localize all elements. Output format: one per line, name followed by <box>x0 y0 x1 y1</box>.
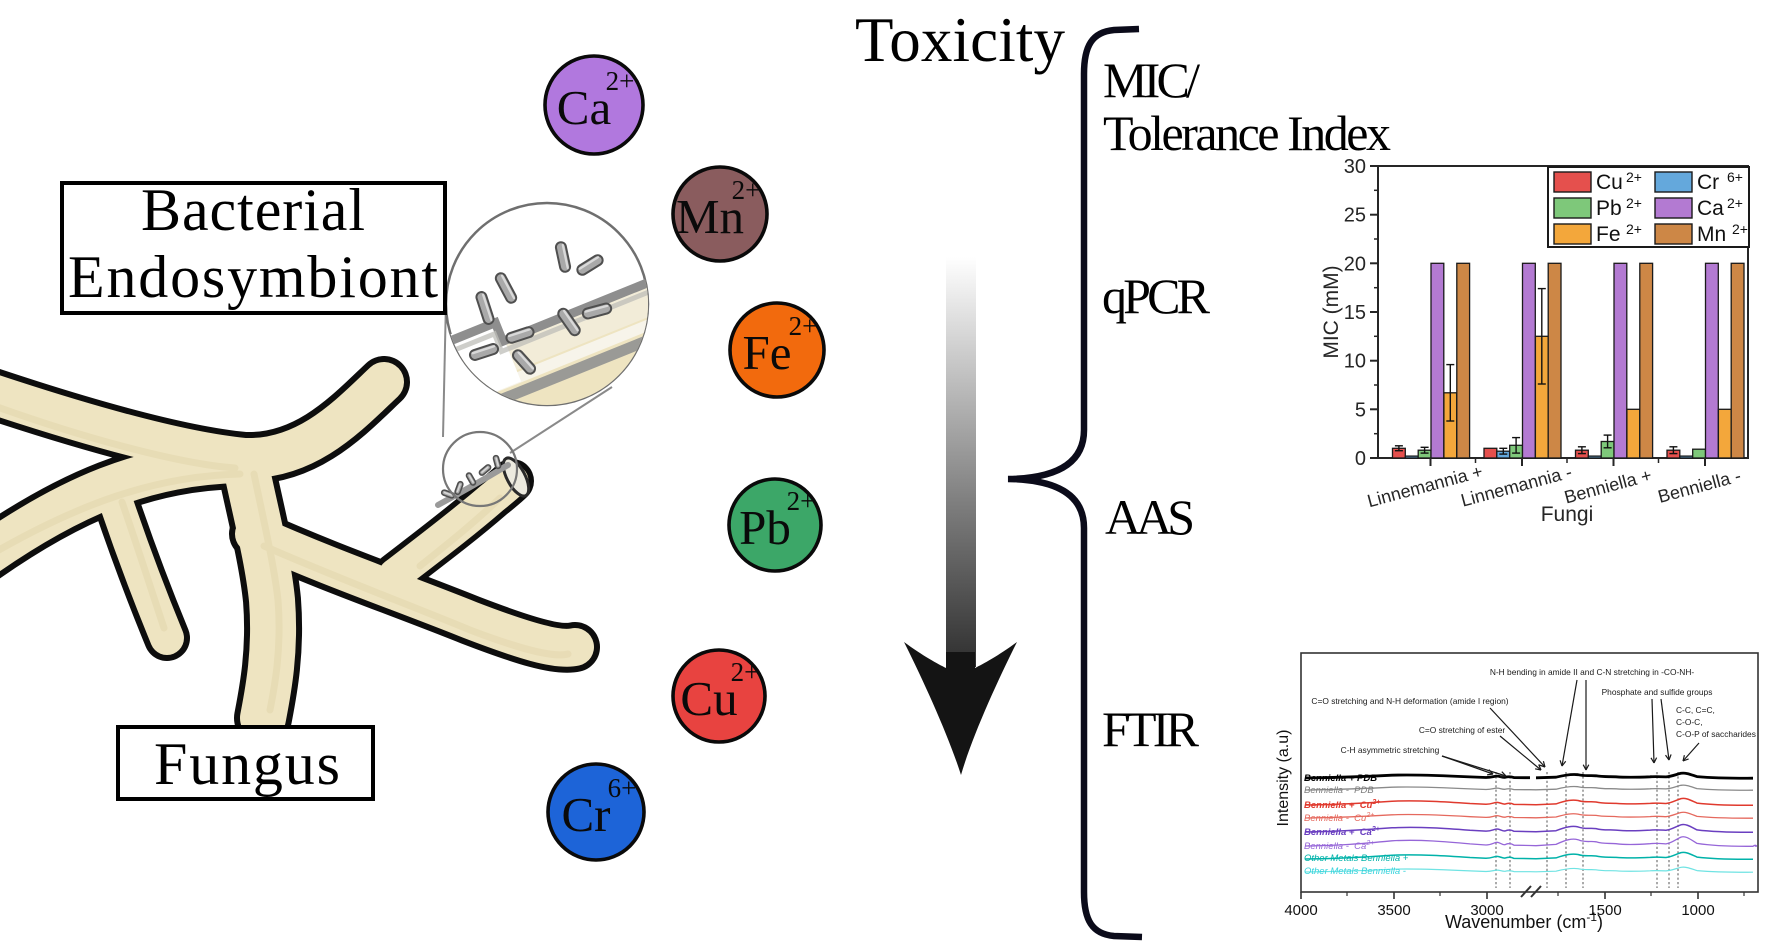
svg-text:C-C, C=C,: C-C, C=C, <box>1676 705 1715 715</box>
svg-text:Wavenumber (cm-1): Wavenumber (cm-1) <box>1445 910 1603 932</box>
svg-text:N-H bending in amide II and C-: N-H bending in amide II and C-N stretchi… <box>1490 667 1695 677</box>
svg-text:Fungus: Fungus <box>154 731 340 797</box>
svg-text:Ca: Ca <box>1697 197 1724 220</box>
svg-text:Ca: Ca <box>557 80 612 135</box>
svg-text:qPCR: qPCR <box>1102 268 1211 324</box>
svg-text:30: 30 <box>1344 156 1366 178</box>
svg-text:MIC/: MIC/ <box>1103 52 1200 108</box>
svg-text:Tolerance Index: Tolerance Index <box>1103 105 1391 161</box>
svg-text:Fe: Fe <box>1596 223 1621 246</box>
svg-text:Cu: Cu <box>1596 171 1623 194</box>
svg-text:Intensity (a.u): Intensity (a.u) <box>1275 730 1292 827</box>
svg-text:C-H asymmetric stretching: C-H asymmetric stretching <box>1341 745 1440 755</box>
svg-text:Benniella +: Benniella + <box>1562 465 1654 508</box>
svg-text:FTIR: FTIR <box>1102 701 1200 757</box>
svg-text:2+: 2+ <box>789 311 818 341</box>
svg-text:Cu: Cu <box>680 671 737 726</box>
svg-text:2+: 2+ <box>1727 195 1743 211</box>
svg-text:0: 0 <box>1355 448 1366 470</box>
svg-text:20: 20 <box>1344 253 1366 275</box>
svg-text:6+: 6+ <box>1727 169 1743 185</box>
svg-text:Benniella - Cu2+: Benniella - Cu2+ <box>1304 812 1374 824</box>
svg-text:4000: 4000 <box>1284 902 1317 919</box>
svg-text:Benniella + Cu2+: Benniella + Cu2+ <box>1304 799 1380 811</box>
svg-text:MIC (mM): MIC (mM) <box>1320 265 1343 358</box>
svg-text:25: 25 <box>1344 205 1366 227</box>
svg-text:Other Metals Benniella -: Other Metals Benniella - <box>1304 866 1406 877</box>
svg-text:Bacterial: Bacterial <box>141 177 365 243</box>
svg-text:Cr: Cr <box>1697 171 1719 194</box>
svg-text:2+: 2+ <box>1626 221 1642 237</box>
svg-text:Pb: Pb <box>1596 197 1622 220</box>
svg-text:Toxicity: Toxicity <box>855 5 1066 75</box>
svg-text:Pb: Pb <box>739 500 791 555</box>
svg-text:2+: 2+ <box>731 657 760 687</box>
svg-text:Fungi: Fungi <box>1541 503 1594 526</box>
svg-text:6+: 6+ <box>608 773 637 803</box>
svg-text:C-O-C,: C-O-C, <box>1676 717 1703 727</box>
svg-text:C=O stretching of ester: C=O stretching of ester <box>1419 725 1506 735</box>
svg-text:2+: 2+ <box>606 66 635 96</box>
svg-text:Mn: Mn <box>676 189 744 244</box>
svg-text:5: 5 <box>1355 399 1366 421</box>
svg-text:C-O-P of saccharides: C-O-P of saccharides <box>1676 729 1756 739</box>
svg-text:Benniella -: Benniella - <box>1656 466 1743 507</box>
svg-text:Cr: Cr <box>562 787 611 842</box>
svg-text:2+: 2+ <box>732 175 761 205</box>
svg-text:Benniella + PDB: Benniella + PDB <box>1304 773 1377 784</box>
svg-text:1000: 1000 <box>1681 902 1714 919</box>
svg-text:Benniella - Ca2+: Benniella - Ca2+ <box>1304 840 1374 852</box>
svg-text:Other Metals Benniella +: Other Metals Benniella + <box>1304 853 1409 864</box>
svg-text:Benniella - PDB: Benniella - PDB <box>1304 785 1374 796</box>
svg-text:Endosymbiont: Endosymbiont <box>68 244 438 310</box>
svg-text:1500: 1500 <box>1588 902 1621 919</box>
svg-text:Phosphate and sulfide groups: Phosphate and sulfide groups <box>1602 687 1713 697</box>
svg-text:2+: 2+ <box>787 486 816 516</box>
svg-text:AAS: AAS <box>1105 489 1195 545</box>
svg-text:Fe: Fe <box>743 325 792 380</box>
svg-text:2+: 2+ <box>1626 169 1642 185</box>
svg-text:Benniella + Ca2+: Benniella + Ca2+ <box>1304 826 1380 838</box>
svg-text:C=O stretching and N-H deforma: C=O stretching and N-H deformation (amid… <box>1311 696 1508 706</box>
svg-text:2+: 2+ <box>1732 221 1748 237</box>
svg-text:15: 15 <box>1344 302 1366 324</box>
svg-text:Mn: Mn <box>1697 223 1726 246</box>
svg-text:3000: 3000 <box>1470 902 1503 919</box>
svg-text:3500: 3500 <box>1377 902 1410 919</box>
svg-text:2+: 2+ <box>1626 195 1642 211</box>
svg-text:10: 10 <box>1344 351 1366 373</box>
